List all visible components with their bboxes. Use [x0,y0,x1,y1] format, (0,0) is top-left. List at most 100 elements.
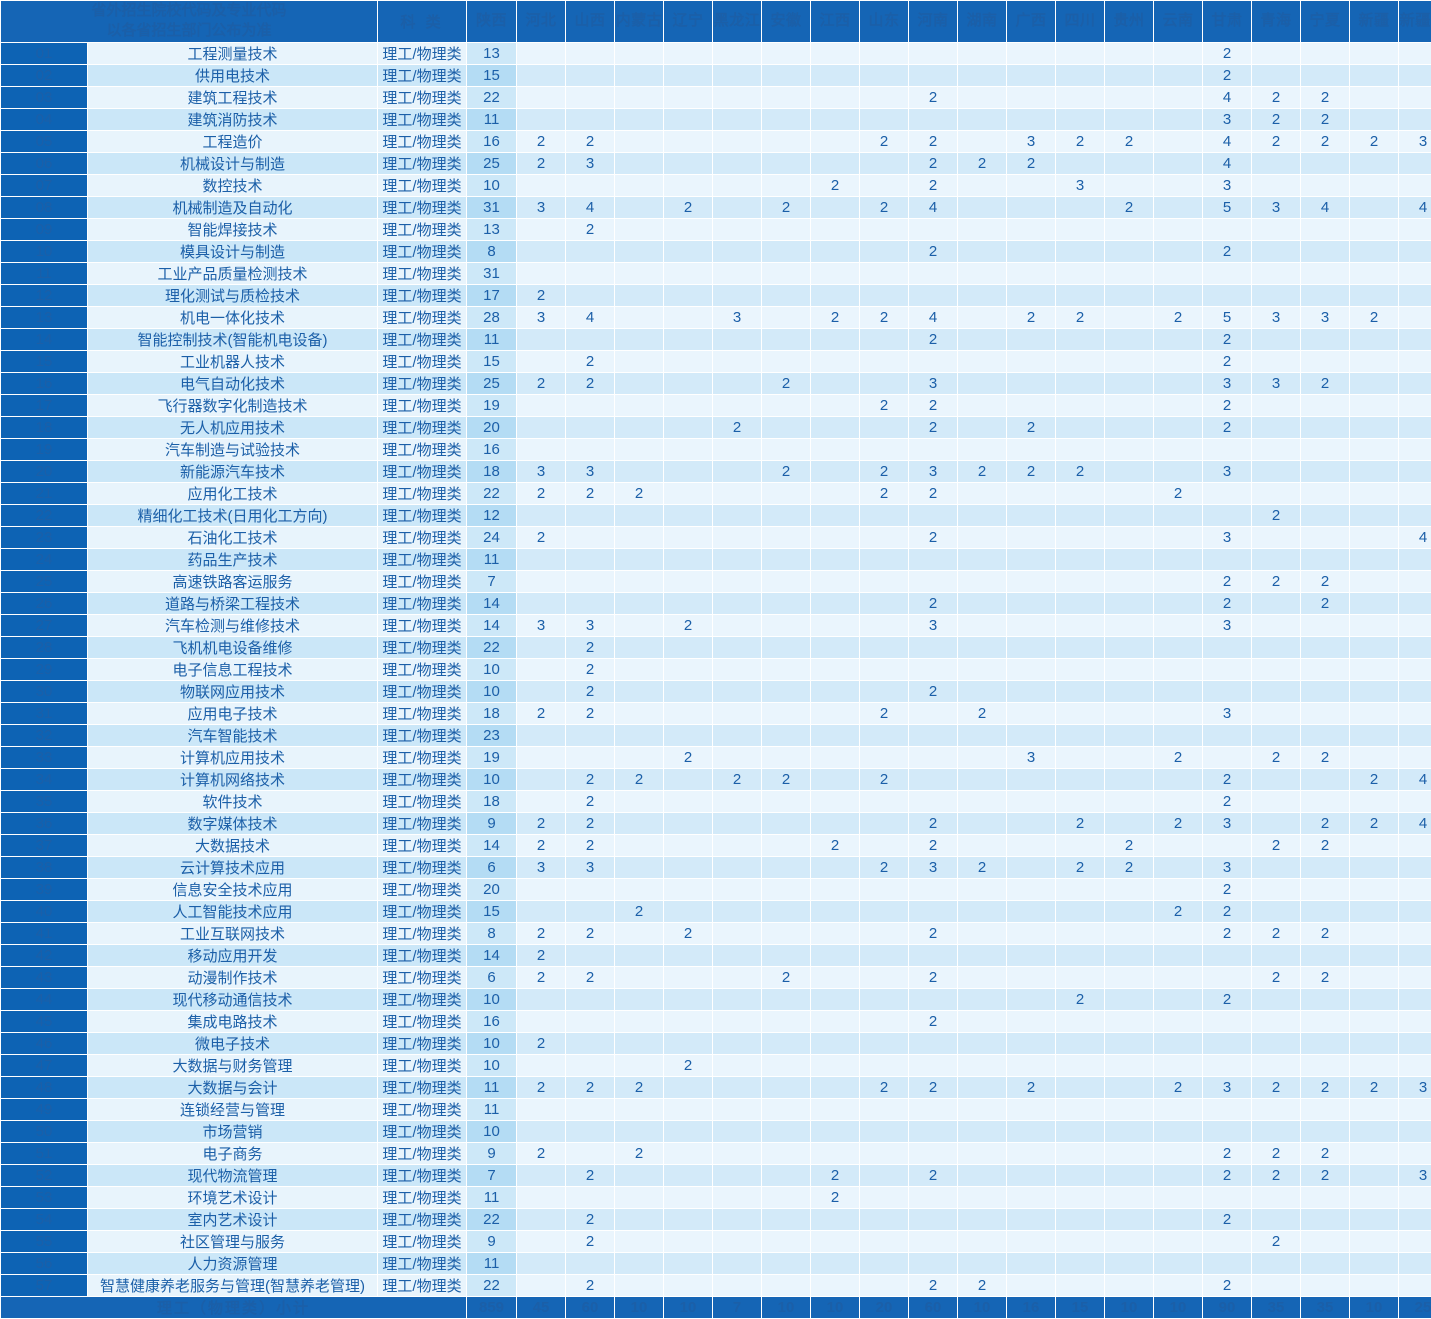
quota-cell: 2 [1252,1076,1301,1098]
quota-cell [811,944,860,966]
quota-cell [860,1208,909,1230]
quota-cell [860,834,909,856]
quota-cell [1350,1252,1399,1274]
quota-cell [811,1120,860,1142]
quota-cell [1399,64,1431,86]
quota-cell [566,1252,615,1274]
quota-cell [615,438,664,460]
quota-cell: 14 [467,834,517,856]
quota-cell [762,86,811,108]
major-code: 28 [1,636,87,658]
quota-cell [1301,1098,1350,1120]
quota-cell [713,922,762,944]
quota-cell [1007,966,1056,988]
subject-category: 理工/物理类 [378,218,467,240]
quota-cell [1056,834,1105,856]
quota-cell: 16 [467,130,517,152]
quota-cell [1399,438,1431,460]
quota-cell [713,130,762,152]
quota-cell [1399,724,1431,746]
quota-cell [1154,922,1203,944]
quota-cell [1203,724,1252,746]
quota-cell [566,240,615,262]
quota-cell: 2 [1007,416,1056,438]
column-header-province-4: 辽宁 [664,1,713,42]
quota-cell [762,570,811,592]
quota-cell [1350,284,1399,306]
quota-cell [1301,416,1350,438]
quota-cell [860,64,909,86]
major-name: 飞行器数字化制造技术 [88,394,378,416]
quota-cell [664,1032,713,1054]
quota-cell [909,64,958,86]
total-cell-12: 15 [1056,1296,1105,1318]
quota-cell [1399,636,1431,658]
quota-cell: 2 [517,284,566,306]
quota-cell: 2 [1350,1076,1399,1098]
quota-cell [811,284,860,306]
title-line-1: 省外招生院校代码及专业代码 [91,2,287,19]
table-row: 03 建筑工程技术 理工/物理类 22 2 4 2 2 [1,86,1431,108]
quota-cell [1350,1142,1399,1164]
quota-cell [909,1252,958,1274]
quota-cell: 2 [615,482,664,504]
subject-category: 理工/物理类 [378,42,467,64]
quota-cell [1007,482,1056,504]
quota-cell: 2 [1105,856,1154,878]
quota-cell [1056,724,1105,746]
table-footer: 理工（物理类）小计 859 45 60 10 10 7 10 10 20 60 10 16 15 10 10 9… [1,1296,1431,1318]
quota-cell [615,724,664,746]
quota-cell: 15 [467,350,517,372]
quota-cell [1399,702,1431,724]
quota-cell [762,1010,811,1032]
quota-cell [958,108,1007,130]
quota-cell [1007,570,1056,592]
quota-cell [615,592,664,614]
quota-cell [860,1252,909,1274]
quota-cell [615,328,664,350]
quota-cell: 2 [909,1010,958,1032]
major-name: 微电子技术 [88,1032,378,1054]
quota-cell [1252,658,1301,680]
quota-cell [762,702,811,724]
quota-cell [958,1164,1007,1186]
major-name: 智能控制技术(智能机电设备) [88,328,378,350]
major-code: 46 [1,1032,87,1054]
quota-cell: 2 [1203,768,1252,790]
major-name: 汽车检测与维修技术 [88,614,378,636]
subject-category: 理工/物理类 [378,548,467,570]
quota-cell: 2 [860,1076,909,1098]
quota-cell [1399,922,1431,944]
quota-cell [664,1010,713,1032]
quota-cell [1399,174,1431,196]
quota-cell: 2 [909,592,958,614]
quota-cell: 2 [860,460,909,482]
table-row: 06 机械设计与制造 理工/物理类 25 2 3 2 2 2 4 [1,152,1431,174]
subject-category: 理工/物理类 [378,482,467,504]
quota-cell [517,592,566,614]
quota-cell [517,218,566,240]
quota-cell [909,658,958,680]
quota-cell: 2 [1350,768,1399,790]
quota-cell [811,658,860,680]
major-name: 供用电技术 [88,64,378,86]
quota-cell [1350,372,1399,394]
quota-cell [615,834,664,856]
quota-cell [1007,768,1056,790]
quota-cell [860,614,909,636]
major-name: 建筑消防技术 [88,108,378,130]
quota-cell [1105,812,1154,834]
quota-cell [1301,262,1350,284]
quota-cell [517,1274,566,1296]
quota-cell: 2 [860,702,909,724]
quota-cell [517,438,566,460]
quota-cell: 2 [1007,1076,1056,1098]
major-code: 27 [1,614,87,636]
major-name: 工程测量技术 [88,42,378,64]
quota-cell [860,1010,909,1032]
quota-cell [1154,570,1203,592]
quota-cell [958,196,1007,218]
quota-cell [1399,834,1431,856]
major-name: 移动应用开发 [88,944,378,966]
quota-cell [958,174,1007,196]
